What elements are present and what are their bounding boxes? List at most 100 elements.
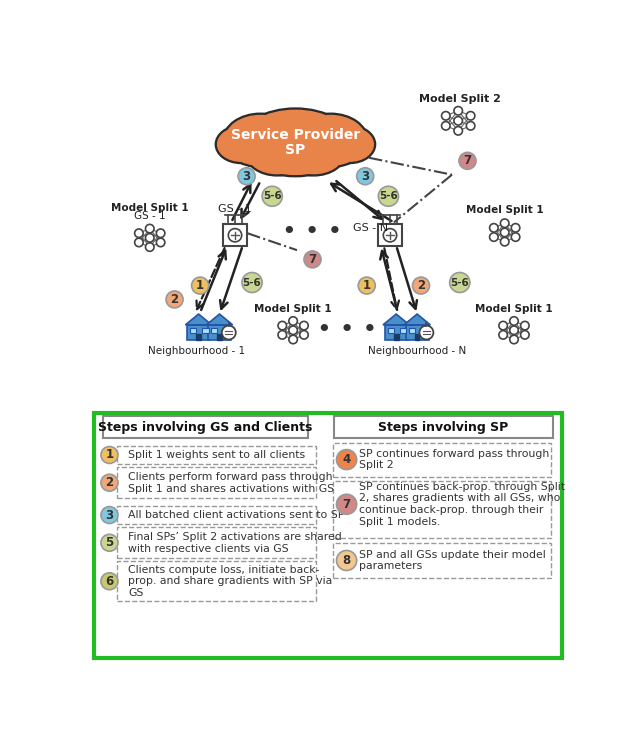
Bar [202,328,209,333]
FancyBboxPatch shape [333,442,551,476]
Circle shape [228,229,242,242]
Circle shape [238,168,255,184]
FancyBboxPatch shape [117,467,316,498]
Polygon shape [385,325,408,340]
Circle shape [304,251,321,268]
Bar [378,224,403,246]
Text: 5: 5 [106,536,113,549]
Circle shape [337,449,356,470]
Circle shape [509,335,518,344]
Bar [400,328,406,333]
FancyBboxPatch shape [117,561,316,602]
Circle shape [509,326,518,334]
Text: 5-6: 5-6 [263,191,282,201]
Circle shape [520,322,529,330]
Bar [394,334,399,340]
Text: GS - 1: GS - 1 [218,204,252,214]
Circle shape [500,238,509,246]
Ellipse shape [326,128,373,161]
Ellipse shape [285,134,343,173]
Text: Neighbourhood - 1: Neighbourhood - 1 [148,346,245,356]
Text: Model Split 1: Model Split 1 [475,304,553,313]
Circle shape [467,122,475,130]
Circle shape [300,322,308,330]
Circle shape [337,550,356,571]
Circle shape [358,277,375,294]
Text: 4: 4 [342,453,351,466]
Circle shape [222,326,236,340]
Circle shape [156,238,165,247]
Text: 7: 7 [308,253,317,266]
Text: Clients compute loss, initiate back-
prop. and share gradients with SP via
GS: Clients compute loss, initiate back- pro… [128,565,332,598]
Text: Neighbourhood - N: Neighbourhood - N [368,346,467,356]
Circle shape [459,152,476,170]
FancyBboxPatch shape [117,446,316,464]
Bar [408,328,415,333]
Ellipse shape [248,134,307,173]
Circle shape [101,573,118,590]
Text: Steps involving GS and Clients: Steps involving GS and Clients [99,421,313,434]
Text: 1: 1 [363,279,371,292]
Ellipse shape [282,131,346,176]
Circle shape [511,232,520,242]
Ellipse shape [296,116,365,165]
Circle shape [442,122,450,130]
Circle shape [378,186,399,206]
Text: 3: 3 [106,509,113,521]
Circle shape [499,322,508,330]
Text: SP continues forward pass through
Split 2: SP continues forward pass through Split … [359,448,549,470]
Circle shape [337,494,356,514]
Text: • • •: • • • [282,220,342,245]
Text: Model Split 1: Model Split 1 [254,304,332,313]
Text: 2: 2 [170,293,179,306]
Circle shape [509,316,518,326]
Circle shape [101,446,118,464]
Circle shape [490,224,498,232]
Circle shape [278,322,287,330]
Bar [388,328,394,333]
Text: 2: 2 [106,476,113,489]
Circle shape [145,224,154,232]
Text: Service Provider: Service Provider [231,128,360,142]
FancyBboxPatch shape [333,482,551,538]
Ellipse shape [239,108,352,177]
Text: Split 1 weights sent to all clients: Split 1 weights sent to all clients [128,450,305,460]
Circle shape [454,127,463,135]
Text: 3: 3 [361,170,369,183]
Circle shape [278,331,287,339]
Text: 3: 3 [243,170,251,183]
Circle shape [383,229,397,242]
Bar [190,328,196,333]
Circle shape [419,326,433,340]
Circle shape [289,326,298,334]
Circle shape [289,316,298,326]
Text: GS - N: GS - N [353,223,388,233]
Text: 6: 6 [106,574,113,588]
Bar [217,334,222,340]
Text: GS - 1: GS - 1 [134,211,166,221]
Circle shape [500,228,509,237]
Circle shape [145,233,154,242]
Polygon shape [208,325,231,340]
Text: Model Split 1: Model Split 1 [111,203,189,213]
Ellipse shape [324,125,376,164]
Circle shape [262,186,282,206]
Ellipse shape [215,125,267,164]
Text: 1: 1 [106,448,113,461]
Circle shape [511,224,520,232]
FancyBboxPatch shape [333,543,551,578]
Ellipse shape [245,131,308,176]
Polygon shape [187,325,210,340]
Bar [196,334,201,340]
Text: Final SPs’ Split 2 activations are shared
with respective clients via GS: Final SPs’ Split 2 activations are share… [128,532,342,554]
Text: SP continues back-prop. through Split
2, shares gradients with all GSs, who
cont: SP continues back-prop. through Split 2,… [359,482,565,526]
Ellipse shape [225,116,296,165]
FancyBboxPatch shape [334,416,553,438]
Text: 5-6: 5-6 [243,278,261,287]
Circle shape [490,232,498,242]
Bar [211,328,217,333]
Circle shape [166,291,183,308]
Bar [415,334,419,340]
Circle shape [134,229,143,238]
Polygon shape [406,325,429,340]
